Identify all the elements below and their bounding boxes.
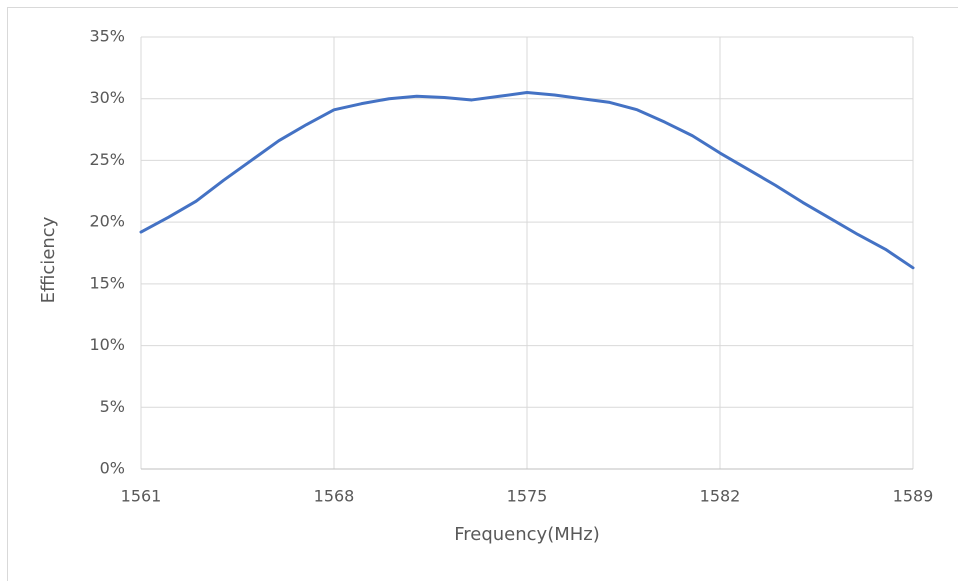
y-tick-label: 15% (89, 273, 125, 292)
y-axis-label: Efficiency (38, 216, 59, 303)
line-series (139, 91, 915, 270)
x-tick-label: 1582 (700, 487, 741, 506)
y-tick-label: 0% (100, 459, 125, 478)
x-axis-label: Frequency(MHz) (454, 524, 600, 545)
x-tick-label: 1575 (507, 487, 548, 506)
y-tick-label: 25% (89, 150, 125, 169)
x-tick-label: 1561 (121, 487, 162, 506)
x-tick-label: 1589 (893, 487, 934, 506)
y-tick-label: 10% (89, 335, 125, 354)
chart-border (7, 7, 958, 581)
y-tick-label: 20% (89, 212, 125, 231)
y-tick-label: 35% (89, 27, 125, 46)
y-tick-label: 5% (100, 397, 125, 416)
x-tick-label: 1568 (314, 487, 355, 506)
y-tick-label: 30% (89, 88, 125, 107)
